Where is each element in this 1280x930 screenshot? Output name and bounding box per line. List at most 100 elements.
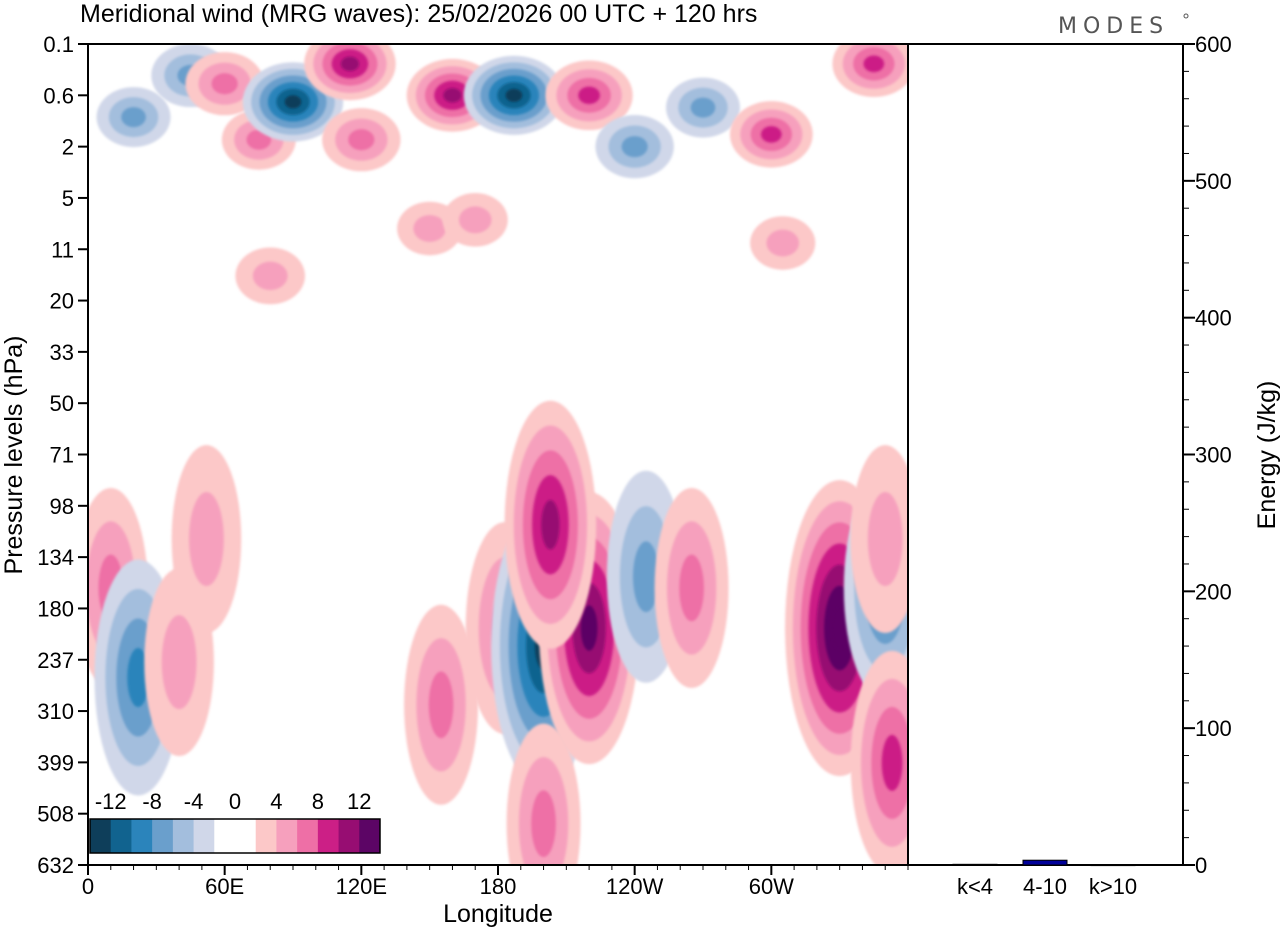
heatmap-contour-band: [121, 107, 146, 128]
colorbar-swatch: [193, 819, 215, 853]
heatmap-contour-band: [443, 88, 462, 103]
pressure-axis-label: Pressure levels (hPa): [0, 336, 28, 575]
colorbar-label: 4: [270, 789, 282, 814]
heatmap-plot-area: [88, 44, 908, 865]
colorbar-swatch: [297, 819, 319, 853]
heatmap-contour-band: [252, 261, 288, 291]
heatmap-feature: [304, 44, 396, 101]
colorbar-label: 8: [312, 789, 324, 814]
pressure-tick-label: 237: [37, 648, 74, 673]
longitude-tick-label: 0: [82, 874, 94, 899]
energy-category-label: k<4: [957, 874, 993, 899]
heatmap-feature: [850, 650, 908, 865]
pressure-tick-label: 0.6: [43, 83, 74, 108]
colorbar-swatch: [214, 819, 236, 853]
energy-tick-label: 600: [1195, 32, 1232, 57]
pressure-tick-label: 20: [50, 289, 74, 314]
heatmap-feature: [96, 87, 171, 148]
colorbar-swatch: [359, 819, 381, 853]
pressure-tick-label: 310: [37, 699, 74, 724]
energy-bar-panel: 0 100 200 300 400 500 600 k<4 4-10 k>10: [907, 32, 1232, 899]
energy-axis: 0 100 200 300 400 500 600: [1183, 32, 1232, 878]
pressure-tick-label: 71: [50, 443, 74, 468]
heatmap-contour-band: [578, 86, 601, 105]
energy-categories: k<4 4-10 k>10: [957, 874, 1137, 899]
heatmap-feature: [504, 400, 597, 649]
heatmap-feature: [595, 115, 674, 179]
energy-bar: [1090, 864, 1136, 867]
heatmap-features: [88, 44, 908, 865]
longitude-tick-label: 180: [480, 874, 517, 899]
pressure-tick-label: 98: [50, 494, 74, 519]
heatmap-contour-band: [340, 56, 360, 72]
energy-tick-label: 300: [1195, 443, 1232, 468]
energy-tick-label: 0: [1195, 853, 1207, 878]
heatmap-contour-band: [760, 126, 782, 143]
energy-category-label: k>10: [1089, 874, 1137, 899]
energy-bar: [1022, 859, 1068, 866]
heatmap-contour-band: [505, 88, 523, 102]
heatmap-feature: [322, 108, 401, 172]
heatmap-feature: [666, 77, 740, 138]
colorbar-label: 0: [229, 789, 241, 814]
heatmap-contour-band: [284, 95, 302, 109]
heatmap-feature: [442, 193, 508, 247]
energy-tick-label: 200: [1195, 579, 1232, 604]
heatmap-contour-band: [458, 206, 492, 234]
heatmap-contour-band: [413, 215, 446, 242]
colorbar-label: -8: [142, 789, 162, 814]
heatmap-contour-band: [428, 671, 454, 739]
colorbar-label: -4: [184, 789, 204, 814]
pressure-tick-label: 33: [50, 340, 74, 365]
heatmap-contour-band: [867, 492, 903, 587]
colorbar-swatch: [172, 819, 195, 853]
heatmap-feature: [832, 44, 908, 98]
heatmap-feature: [235, 247, 306, 305]
energy-tick-label: 100: [1195, 716, 1232, 741]
pressure-tick-label: 2: [62, 135, 74, 160]
colorbar-swatch: [110, 819, 132, 853]
heatmap-contour-band: [189, 492, 224, 587]
pressure-tick-label: 180: [37, 596, 74, 621]
heatmap-feature: [750, 216, 816, 270]
heatmap-contour-band: [621, 136, 648, 158]
colorbar-swatch: [235, 819, 257, 853]
colorbar-label: 12: [347, 789, 371, 814]
longitude-axis-label: Longitude: [443, 900, 553, 928]
heatmap-contour-band: [632, 541, 660, 613]
heatmap-contour-band: [531, 790, 556, 857]
colorbar: -12 -8 -4 0 4 8 12: [89, 789, 381, 854]
colorbar-swatch: [131, 819, 153, 853]
colorbar-swatch: [338, 819, 360, 853]
heatmap-contour-band: [127, 647, 150, 707]
heatmap-feature: [545, 60, 633, 131]
logo-registered-mark: [1183, 13, 1189, 19]
longitude-tick-label: 120W: [606, 874, 664, 899]
heatmap-feature: [654, 487, 729, 688]
pressure-tick-label: 0.1: [43, 32, 74, 57]
heatmap-contour-band: [690, 97, 716, 118]
energy-category-label: 4-10: [1023, 874, 1067, 899]
heatmap-contour-band: [211, 73, 238, 95]
pressure-tick-label: 632: [37, 853, 74, 878]
energy-tick-label: 400: [1195, 306, 1232, 331]
heatmap-feature: [404, 604, 479, 805]
heatmap-feature: [729, 101, 813, 168]
heatmap-contour-band: [348, 129, 375, 151]
heatmap-contour-band: [766, 229, 800, 257]
energy-tick-label: 500: [1195, 169, 1232, 194]
heatmap-contour-band: [161, 615, 197, 710]
longitude-tick-label: 60E: [205, 874, 244, 899]
heatmap-contour-band: [541, 499, 560, 550]
colorbar-swatch: [152, 819, 174, 853]
pressure-tick-label: 5: [62, 186, 74, 211]
modes-logo: MODES: [1058, 14, 1169, 39]
heatmap-feature: [850, 445, 908, 633]
heatmap-contour-band: [863, 55, 885, 73]
longitude-tick-label: 60W: [749, 874, 794, 899]
pressure-tick-label: 399: [37, 750, 74, 775]
heatmap-contour-band: [831, 606, 848, 650]
pressure-tick-label: 508: [37, 802, 74, 827]
colorbar-label: -12: [95, 789, 127, 814]
